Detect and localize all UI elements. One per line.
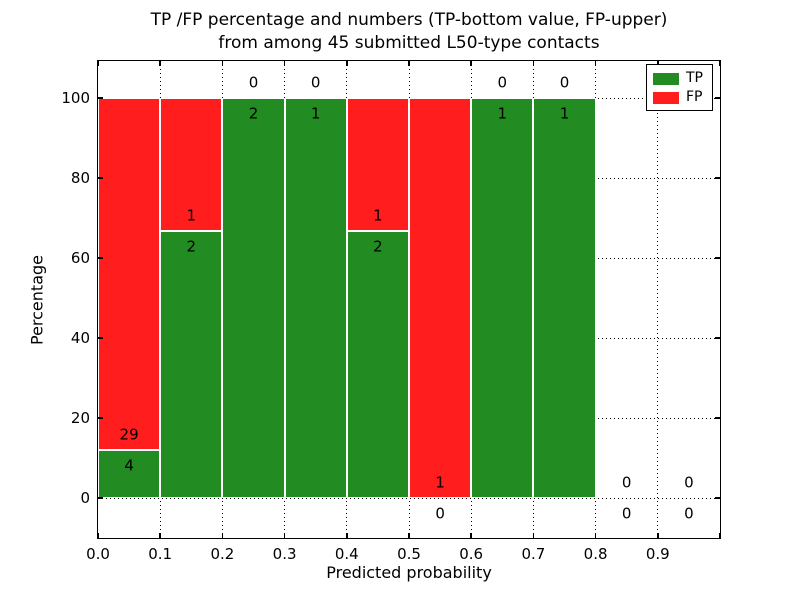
x-tick-mark: [97, 533, 99, 538]
bar-segment-fp: [409, 98, 472, 498]
bar-count-label-fp: 0: [497, 73, 508, 92]
x-tick-mark: [283, 533, 286, 538]
x-tick-label: 0.7: [521, 545, 546, 563]
bar-count-label-tp: 1: [310, 104, 321, 123]
bar-segment-tp: [471, 98, 534, 498]
bar-segment-tp: [533, 98, 596, 498]
bar-count-label-fp: 0: [559, 73, 570, 92]
x-tick-mark: [159, 533, 161, 538]
x-axis-label: Predicted probability: [326, 563, 492, 582]
x-tick-label: 0.3: [272, 545, 297, 563]
y-tick-mark: [715, 177, 720, 179]
x-tick-mark: [159, 61, 161, 66]
x-tick-mark: [657, 533, 659, 538]
legend-label-fp: FP: [686, 89, 703, 105]
x-tick-label: 0.2: [210, 545, 235, 563]
bar-segment-tp: [160, 231, 223, 498]
x-tick-mark: [346, 533, 348, 538]
chart-title: TP /FP percentage and numbers (TP-bottom…: [98, 9, 720, 55]
y-tick-mark: [715, 337, 720, 339]
bar-count-label-fp: 29: [119, 425, 139, 443]
x-tick-label: 0.1: [148, 545, 173, 563]
bar-count-label-tp: 2: [186, 237, 197, 256]
bar-segment-fp: [160, 98, 223, 232]
x-tick-mark: [594, 533, 597, 538]
bar-count-label-fp: 1: [435, 473, 445, 492]
bar-count-label-tp: 0: [684, 504, 694, 523]
bar-count-label-tp: 2: [248, 104, 259, 123]
x-tick-mark: [532, 533, 535, 538]
y-tick-label: 40: [70, 329, 90, 347]
x-tick-label: 0.9: [645, 545, 670, 563]
bar-count-label-fp: 0: [684, 473, 694, 492]
y-tick-mark: [715, 97, 720, 99]
bar-segment-fp: [98, 98, 161, 450]
y-tick-label: 60: [70, 249, 90, 267]
x-tick-label: 0.4: [334, 545, 359, 563]
chart-title-line1: TP /FP percentage and numbers (TP-bottom…: [150, 10, 668, 30]
plot-area: 29 4 1 2 0 2 0 1 1 2 1 0 0 1 0 1 0 0 0 0: [97, 60, 721, 539]
bar-count-label-fp: 0: [248, 73, 259, 92]
x-tick-mark: [221, 61, 224, 66]
y-tick-mark: [715, 417, 720, 419]
bar-count-label-tp: 0: [621, 504, 632, 523]
y-tick-mark: [98, 257, 103, 259]
y-tick-mark: [98, 497, 103, 499]
v-gridline: [595, 61, 597, 538]
y-tick-label: 80: [70, 169, 90, 187]
bar-segment-tp: [284, 98, 347, 498]
x-tick-mark: [97, 61, 99, 66]
x-tick-mark: [719, 61, 721, 66]
x-tick-mark: [532, 61, 535, 66]
legend-swatch-fp-icon: [653, 91, 679, 104]
bar-count-label-tp: 4: [124, 456, 134, 474]
bar-count-label-tp: 0: [435, 504, 445, 523]
legend-swatch-tp-icon: [653, 72, 679, 85]
x-tick-label: 0.5: [397, 545, 421, 563]
x-tick-mark: [719, 533, 721, 538]
bar-count-label-fp: 1: [186, 206, 197, 225]
legend-label-tp: TP: [686, 70, 703, 86]
legend: TP FP: [646, 64, 713, 111]
x-tick-label: 0.6: [459, 545, 484, 563]
legend-item-fp: FP: [653, 88, 706, 107]
y-tick-mark: [98, 417, 103, 419]
x-tick-mark: [470, 533, 472, 538]
y-tick-label: 0: [80, 489, 90, 507]
x-tick-mark: [346, 61, 348, 66]
x-tick-mark: [221, 533, 224, 538]
x-tick-mark: [408, 533, 410, 538]
plot-stage: 29 4 1 2 0 2 0 1 1 2 1 0 0 1 0 1 0 0 0 0: [97, 61, 721, 538]
bar-segment-fp: [346, 98, 409, 232]
v-gridline: [657, 61, 659, 538]
y-tick-mark: [98, 177, 103, 179]
x-tick-label: 0.0: [86, 545, 110, 563]
y-tick-mark: [98, 337, 103, 339]
bar-segment-tp: [222, 98, 285, 498]
x-tick-mark: [408, 61, 410, 66]
bar-segment-tp: [98, 449, 161, 498]
y-tick-label: 100: [61, 89, 90, 107]
y-tick-mark: [715, 257, 720, 259]
chart-title-line2: from among 45 submitted L50-type contact…: [218, 33, 600, 53]
x-tick-mark: [657, 61, 659, 66]
legend-item-tp: TP: [653, 69, 706, 88]
bar-count-label-tp: 1: [497, 104, 508, 123]
bar-count-label-tp: 1: [559, 104, 570, 123]
bar-count-label-fp: 1: [373, 206, 383, 225]
bar-segment-tp: [346, 231, 409, 498]
bar-count-label-tp: 2: [373, 237, 383, 256]
y-tick-label: 20: [70, 409, 90, 427]
y-tick-mark: [98, 97, 103, 99]
x-tick-mark: [594, 61, 597, 66]
x-tick-mark: [470, 61, 472, 66]
x-tick-label: 0.8: [583, 545, 608, 563]
x-tick-mark: [283, 61, 286, 66]
bar-count-label-fp: 0: [621, 473, 632, 492]
bar-count-label-fp: 0: [310, 73, 321, 92]
y-tick-mark: [715, 497, 720, 499]
